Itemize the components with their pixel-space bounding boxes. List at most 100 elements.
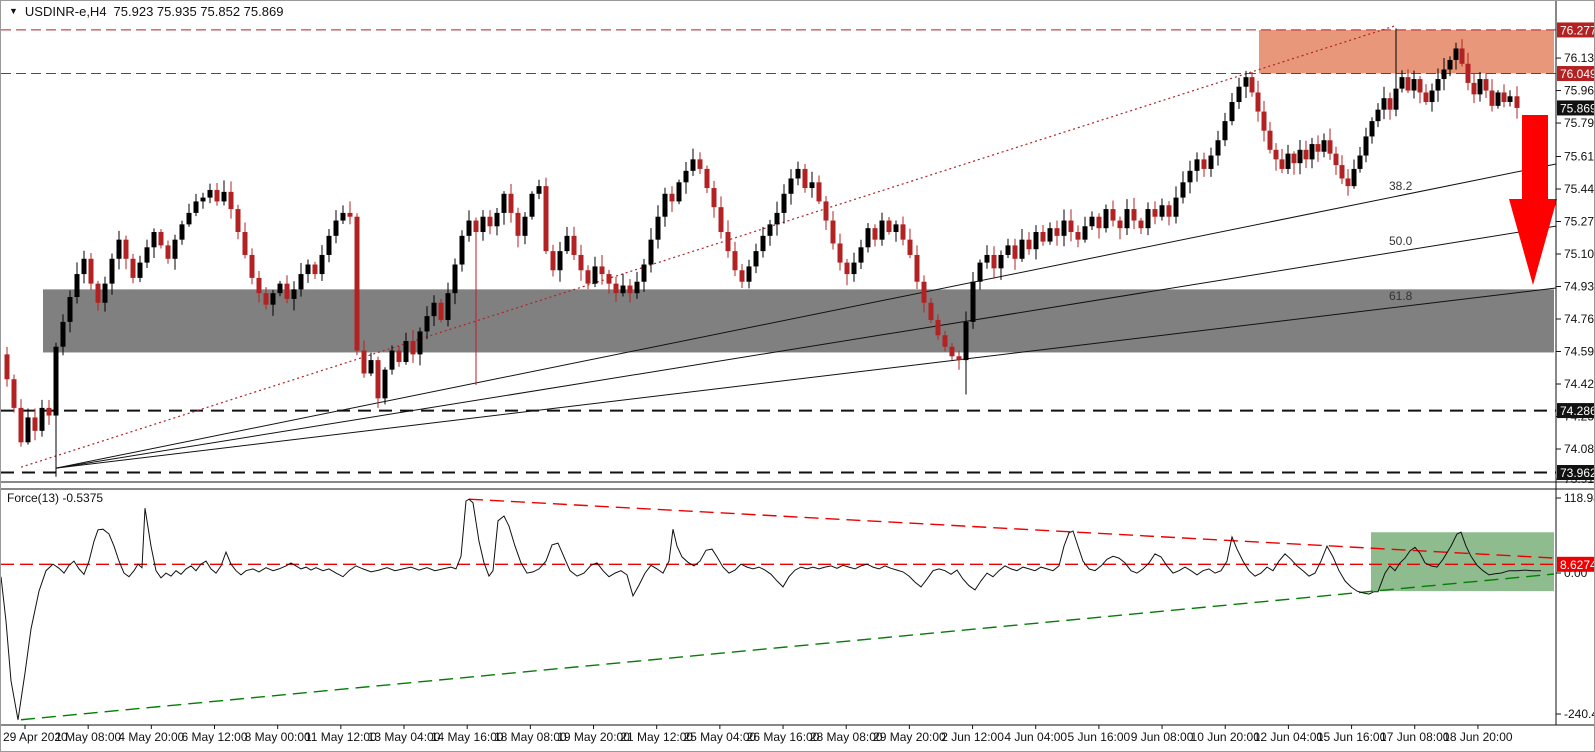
candle-body [172,239,178,259]
indicator-red-trendline[interactable] [468,498,1555,559]
force-index-line [1,498,1541,720]
candle-body [445,293,451,320]
indicator-highlight-zone[interactable] [1371,532,1554,592]
candle-body [872,228,878,240]
candle-body [1327,140,1333,154]
candle-body [263,293,269,305]
candle-body [1103,209,1109,229]
candle-body [1489,90,1495,106]
candle-body [1082,226,1088,240]
candle-body [1429,90,1435,103]
candle-body [116,239,122,259]
candle-body [529,193,535,217]
candle-body [1495,92,1501,106]
candle-body [137,262,143,278]
fibo-fan-line-38.2[interactable] [55,163,1557,469]
candle-body [249,254,255,278]
candle-body [1369,121,1375,137]
candle-body [1501,92,1507,103]
dotted-trendline[interactable] [20,24,1397,468]
candle-body [1471,82,1477,95]
candle-body [452,264,458,294]
candle-body [1124,209,1130,229]
candle-body [837,243,843,263]
candle-body [620,285,626,294]
fibo-fan-line-50.0[interactable] [55,225,1557,469]
candle-body [1138,220,1144,229]
candle-body [704,168,710,189]
candle-body [557,251,563,271]
price-tick-label: 74.935 [1564,279,1595,293]
candle-body [368,360,374,374]
candle-body [1483,79,1489,91]
candle-body [914,254,920,282]
candle-body [1166,205,1172,217]
support-zone[interactable] [43,289,1554,353]
candle-body [683,170,689,183]
candle-body [277,283,283,294]
fibo-fan-line-61.8[interactable] [55,287,1557,469]
candle-body [1222,121,1228,141]
candle-body [74,274,80,298]
candle-body [1333,153,1339,166]
date-label: 8 May 00:00 [245,730,311,744]
candle-body [690,159,696,171]
date-label: 17 Jun 08:00 [1380,730,1450,744]
indicator-green-trendline[interactable] [20,573,1555,721]
candle-body [676,182,682,202]
candle-body [1405,77,1411,91]
price-tick-label: 74.085 [1564,442,1595,456]
candle-body [1363,136,1369,156]
candle-body [1012,245,1018,259]
candle-body [1447,59,1453,70]
candle-body [760,235,766,252]
candle-body [354,216,360,351]
date-label: 29 Apr 2020 [3,730,68,744]
candle-body [900,224,906,240]
candle-body [305,264,311,275]
candle-body [1159,205,1165,217]
candle-body [284,283,290,299]
candle-body [81,258,87,275]
candle-body [361,350,367,374]
candle-body [431,302,437,317]
date-label: 4 Jun 04:00 [1004,730,1067,744]
candle-body [1315,144,1321,152]
candle-body [382,369,388,399]
resistance-zone[interactable] [1259,29,1554,74]
candle-body [984,254,990,263]
candle-body [165,245,171,259]
date-label: 10 Jun 20:00 [1191,730,1261,744]
candle-body [1249,77,1255,93]
down-arrow-shaft[interactable] [1522,115,1548,199]
price-tag-75.869 [1557,100,1594,116]
candle-body [1054,228,1060,236]
candle-body [935,319,941,336]
candle-body [1514,96,1520,108]
down-arrow-head[interactable] [1509,199,1557,285]
chart-dropdown-icon[interactable]: ▼ [9,6,18,16]
date-label: 28 May 08:00 [810,730,883,744]
candle-body [508,193,514,213]
candle-body [270,293,276,305]
candle-body [592,266,598,284]
candle-body [1273,149,1279,160]
candle-body [1387,98,1393,110]
candle-body [732,251,738,271]
candle-body [1208,155,1214,169]
date-label: 14 May 16:00 [431,730,504,744]
candle-body [963,321,969,361]
candle-body [669,193,675,202]
candle-body [1117,220,1123,229]
candle-body [970,281,976,322]
candle-body [1089,216,1095,227]
candle-body [599,266,605,275]
date-label: 6 May 12:00 [181,730,247,744]
candle-body [1145,209,1151,229]
candle-body [1339,165,1345,179]
date-label: 19 May 20:00 [557,730,630,744]
candle-body [256,277,262,294]
candles-layer [4,28,1520,477]
candle-body [1351,168,1357,187]
